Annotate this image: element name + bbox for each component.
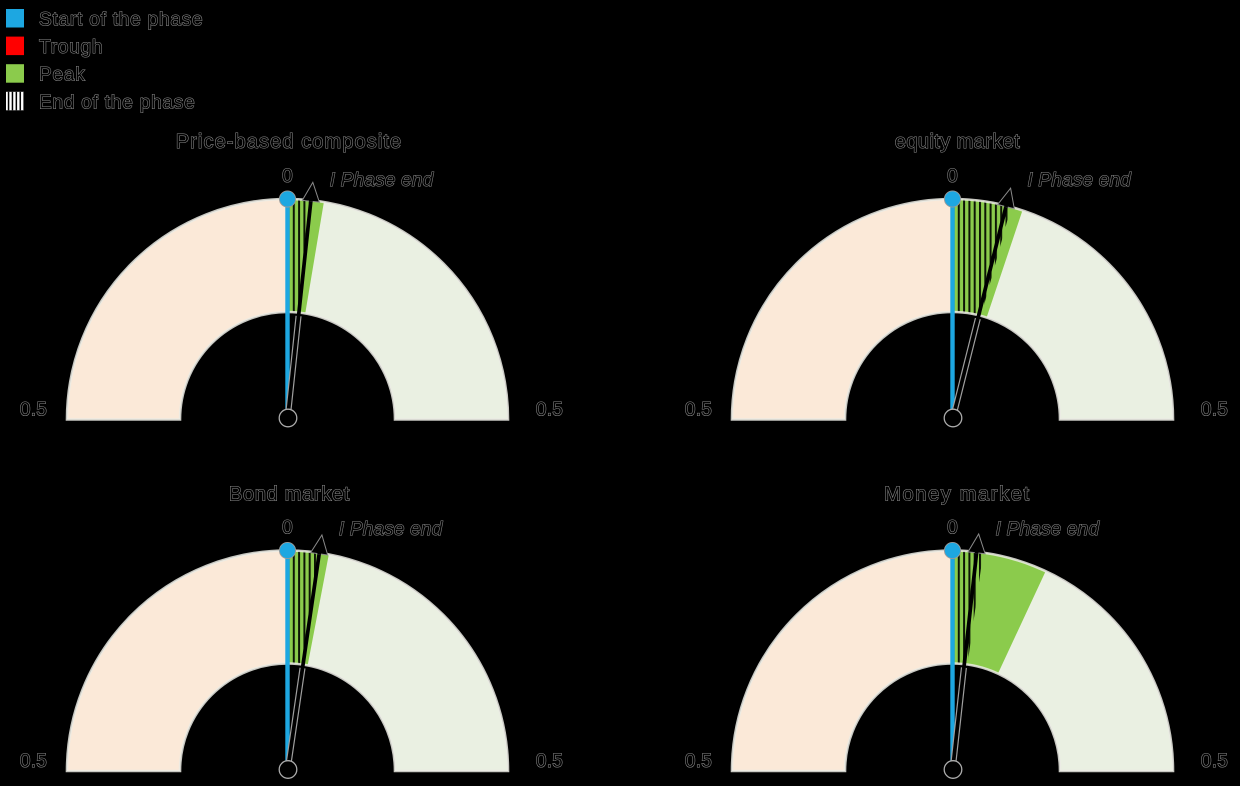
svg-text:0.5: 0.5 (685, 751, 712, 772)
svg-text:0.5: 0.5 (536, 751, 563, 772)
svg-text:Bond market: Bond market (229, 484, 350, 506)
svg-text:0.5: 0.5 (1201, 751, 1228, 772)
svg-text:Trough: Trough (39, 37, 103, 58)
svg-text:Price-based composite: Price-based composite (176, 131, 403, 153)
svg-text:0: 0 (947, 166, 958, 187)
svg-text:I Phase end: I Phase end (330, 170, 435, 191)
svg-text:I Phase end: I Phase end (339, 519, 444, 540)
svg-text:0.5: 0.5 (685, 400, 712, 421)
svg-text:0.5: 0.5 (536, 400, 563, 421)
svg-text:Peak: Peak (39, 65, 86, 86)
svg-text:End of the phase: End of the phase (39, 92, 195, 113)
svg-text:Start of the phase: Start of the phase (39, 10, 203, 31)
svg-text:I Phase end: I Phase end (996, 519, 1101, 540)
svg-text:0.5: 0.5 (20, 400, 47, 421)
svg-text:0.5: 0.5 (20, 751, 47, 772)
svg-text:0: 0 (947, 518, 958, 539)
svg-text:0: 0 (282, 166, 293, 187)
svg-text:Money market: Money market (884, 484, 1031, 506)
svg-text:0.5: 0.5 (1201, 400, 1228, 421)
svg-text:0: 0 (282, 518, 293, 539)
svg-text:equity market: equity market (895, 131, 1020, 153)
svg-text:I Phase end: I Phase end (1027, 170, 1132, 191)
